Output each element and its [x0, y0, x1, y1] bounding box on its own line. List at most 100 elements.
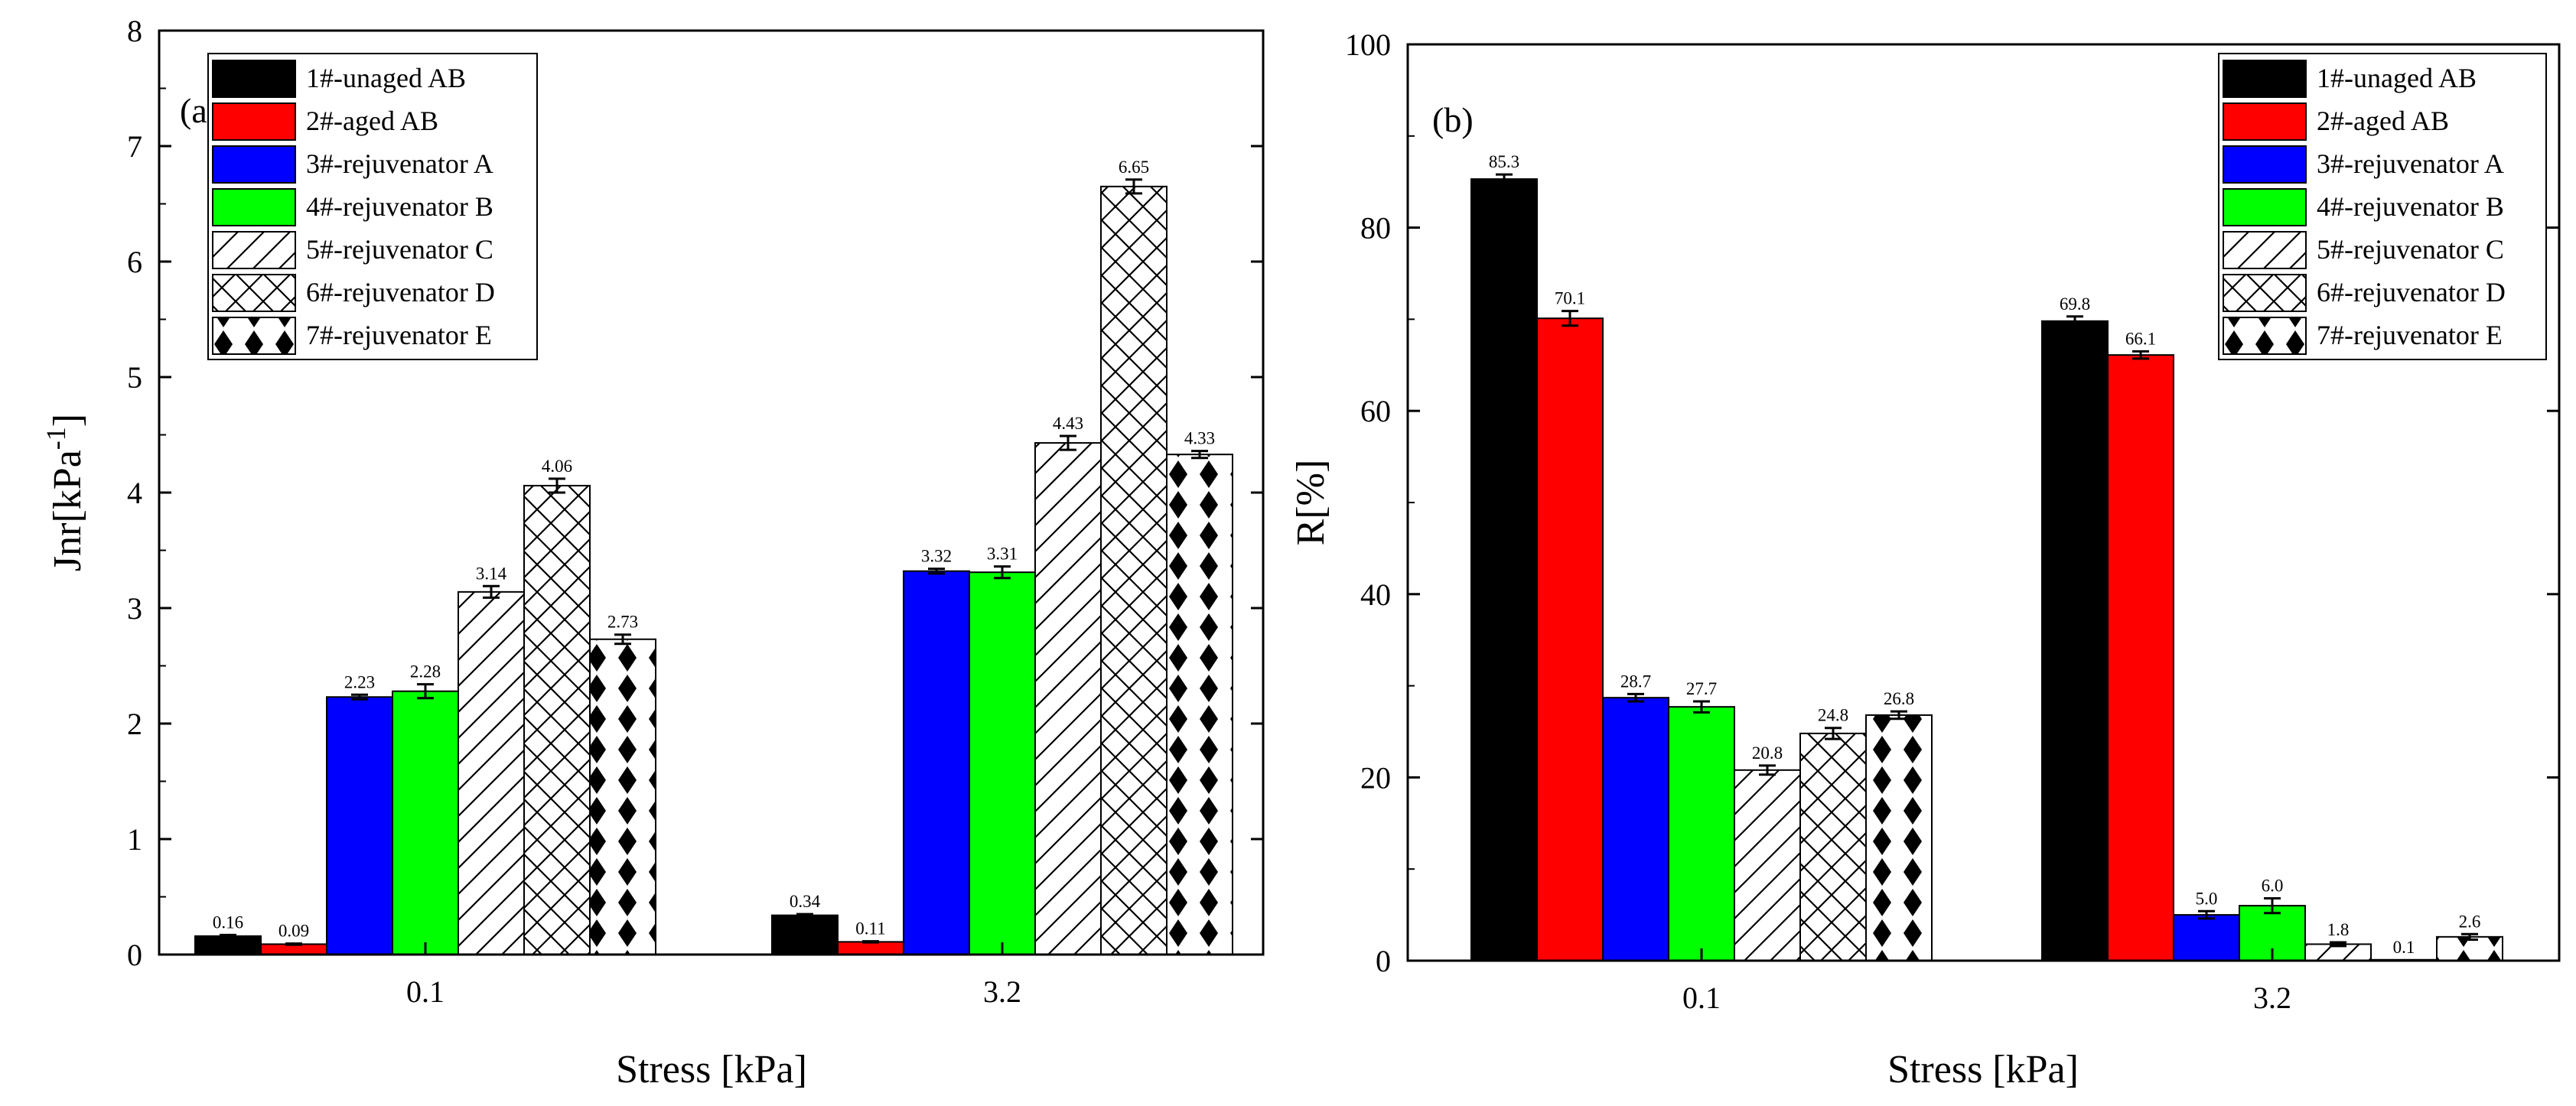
y-axis: 0 1 2 3 4 5 6 7 8: [127, 14, 1263, 972]
legend-swatch: [2223, 60, 2307, 98]
legend: 1#-unaged AB 2#-aged AB 3#-rejuvenator A 4#…: [2218, 53, 2547, 360]
y-tick-label: 20: [1360, 760, 1391, 795]
data-labels-layer: 85.3 69.8 70.1 66.1 28.7 5.0 27.7 6.0 20.8 1.8 24.…: [1489, 152, 2481, 957]
bar: [326, 696, 393, 956]
legend-item: 5#-rejuvenator C: [212, 231, 493, 269]
error-bar: [928, 568, 945, 575]
bar: [903, 570, 970, 955]
legend-label: 4#-rejuvenator B: [306, 191, 493, 222]
data-label: 2.23: [344, 672, 375, 691]
y-tick-label: 1: [127, 822, 142, 857]
data-label: 4.06: [542, 457, 572, 476]
legend-label: 7#-rejuvenator E: [306, 320, 492, 350]
data-label: 6.65: [1119, 158, 1149, 177]
legend-item: 3#-rejuvenator A: [2223, 145, 2504, 184]
error-bar: [1562, 310, 1578, 327]
panel-tag: (b): [1432, 100, 1474, 139]
bar: [1734, 769, 1801, 961]
y-tick-label: 40: [1360, 577, 1391, 612]
data-label: 2.6: [2459, 912, 2481, 931]
data-label: 4.43: [1053, 414, 1083, 433]
legend-swatch: [212, 188, 296, 226]
x-tick-label: 0.1: [1682, 981, 1721, 1015]
data-label: 5.0: [2196, 889, 2218, 908]
error-bar: [549, 477, 565, 494]
x-axis-title: Stress [kPa]: [1887, 1048, 2079, 1091]
x-axis-title: Stress [kPa]: [616, 1048, 807, 1091]
y-axis-title-main: Jnr[kPa: [46, 450, 90, 571]
data-label: 3.32: [921, 547, 952, 566]
bar: [2041, 320, 2109, 961]
error-bar: [796, 912, 813, 918]
y-tick-label: 100: [1345, 28, 1391, 62]
legend-swatch: [212, 317, 296, 355]
data-label: 2.73: [607, 613, 638, 632]
bar: [969, 571, 1036, 955]
error-bar: [2132, 350, 2149, 360]
bar: [837, 941, 904, 956]
legend-item: 1#-unaged AB: [212, 60, 466, 98]
bar: [589, 638, 656, 956]
y-axis-title: Jnr[kPa-1]: [41, 414, 90, 571]
error-bar: [1125, 178, 1142, 195]
error-bar: [1825, 727, 1842, 740]
error-bar: [2066, 315, 2083, 327]
y-tick-label: 6: [127, 245, 142, 279]
legend-item: 5#-rejuvenator C: [2223, 231, 2504, 269]
data-label: 6.0: [2262, 877, 2284, 896]
y-tick-label: 60: [1360, 394, 1391, 428]
legend-item: 1#-unaged AB: [2223, 60, 2477, 98]
error-bar: [351, 693, 368, 701]
error-bar: [483, 584, 500, 599]
y-tick-label: 80: [1360, 211, 1391, 246]
bar: [1536, 317, 1604, 961]
data-label: 27.7: [1686, 679, 1717, 698]
legend-item: 6#-rejuvenator D: [212, 274, 495, 312]
data-label: 0.09: [278, 922, 309, 941]
bar: [1865, 714, 1933, 961]
y-axis-title: R[%]: [1289, 460, 1333, 546]
data-label: 0.34: [790, 892, 821, 911]
bar: [1470, 178, 1538, 961]
bar: [2436, 935, 2503, 962]
legend-label: 4#-rejuvenator B: [2317, 191, 2504, 222]
legend-label: 5#-rejuvenator C: [306, 234, 493, 265]
data-labels-layer: 0.16 0.34 0.09 0.11 2.23 3.32 2.28 3.31 3.14 4.43…: [213, 158, 1215, 941]
bar: [458, 590, 525, 955]
legend-swatch: [2223, 274, 2307, 312]
legend-item: 7#-rejuvenator E: [2223, 317, 2503, 355]
error-bar: [1496, 173, 1513, 185]
legend-item: 4#-rejuvenator B: [2223, 188, 2504, 226]
legend-label: 3#-rejuvenator A: [306, 148, 493, 179]
legend-swatch: [2223, 145, 2307, 184]
data-label: 0.11: [855, 919, 885, 938]
data-label: 85.3: [1489, 152, 1519, 171]
legend-swatch: [212, 60, 296, 98]
legend-item: 2#-aged AB: [2223, 102, 2449, 141]
y-tick-label: 2: [127, 707, 142, 741]
chart-panel-a: 0 1 2 3 4 5 6 7 8 0.1 3.2 0.16 0.34 0.09 0.11 2.23 3.3…: [41, 14, 1265, 1091]
x-axis: 0.1 3.2: [1682, 948, 2291, 1015]
legend-swatch: [212, 274, 296, 312]
error-bar: [994, 565, 1011, 580]
y-axis: 0 20 40 60 80 100: [1345, 28, 2559, 978]
bar: [2173, 914, 2240, 961]
error-bar: [614, 633, 631, 646]
data-label: 70.1: [1555, 289, 1585, 308]
bar: [2107, 354, 2174, 961]
bar: [1166, 454, 1233, 955]
data-label: 3.14: [476, 564, 507, 583]
x-axis: 0.1 3.2: [406, 942, 1021, 1009]
y-axis-title-superscript: -1: [41, 427, 71, 450]
data-label: 4.33: [1184, 429, 1215, 448]
data-label: 28.7: [1620, 672, 1651, 691]
bar: [1668, 706, 1735, 961]
chart-panel-b: 0 20 40 60 80 100 0.1 3.2 85.3 69.8 70.1 66.1 28.7…: [1289, 28, 2561, 1091]
data-label: 3.31: [987, 545, 1018, 564]
error-bar: [1060, 434, 1076, 451]
error-bar: [2330, 941, 2346, 948]
error-bar: [1191, 450, 1208, 460]
data-label: 1.8: [2327, 920, 2350, 939]
legend: 1#-unaged AB 2#-aged AB 3#-rejuvenator A 4#…: [207, 53, 538, 360]
